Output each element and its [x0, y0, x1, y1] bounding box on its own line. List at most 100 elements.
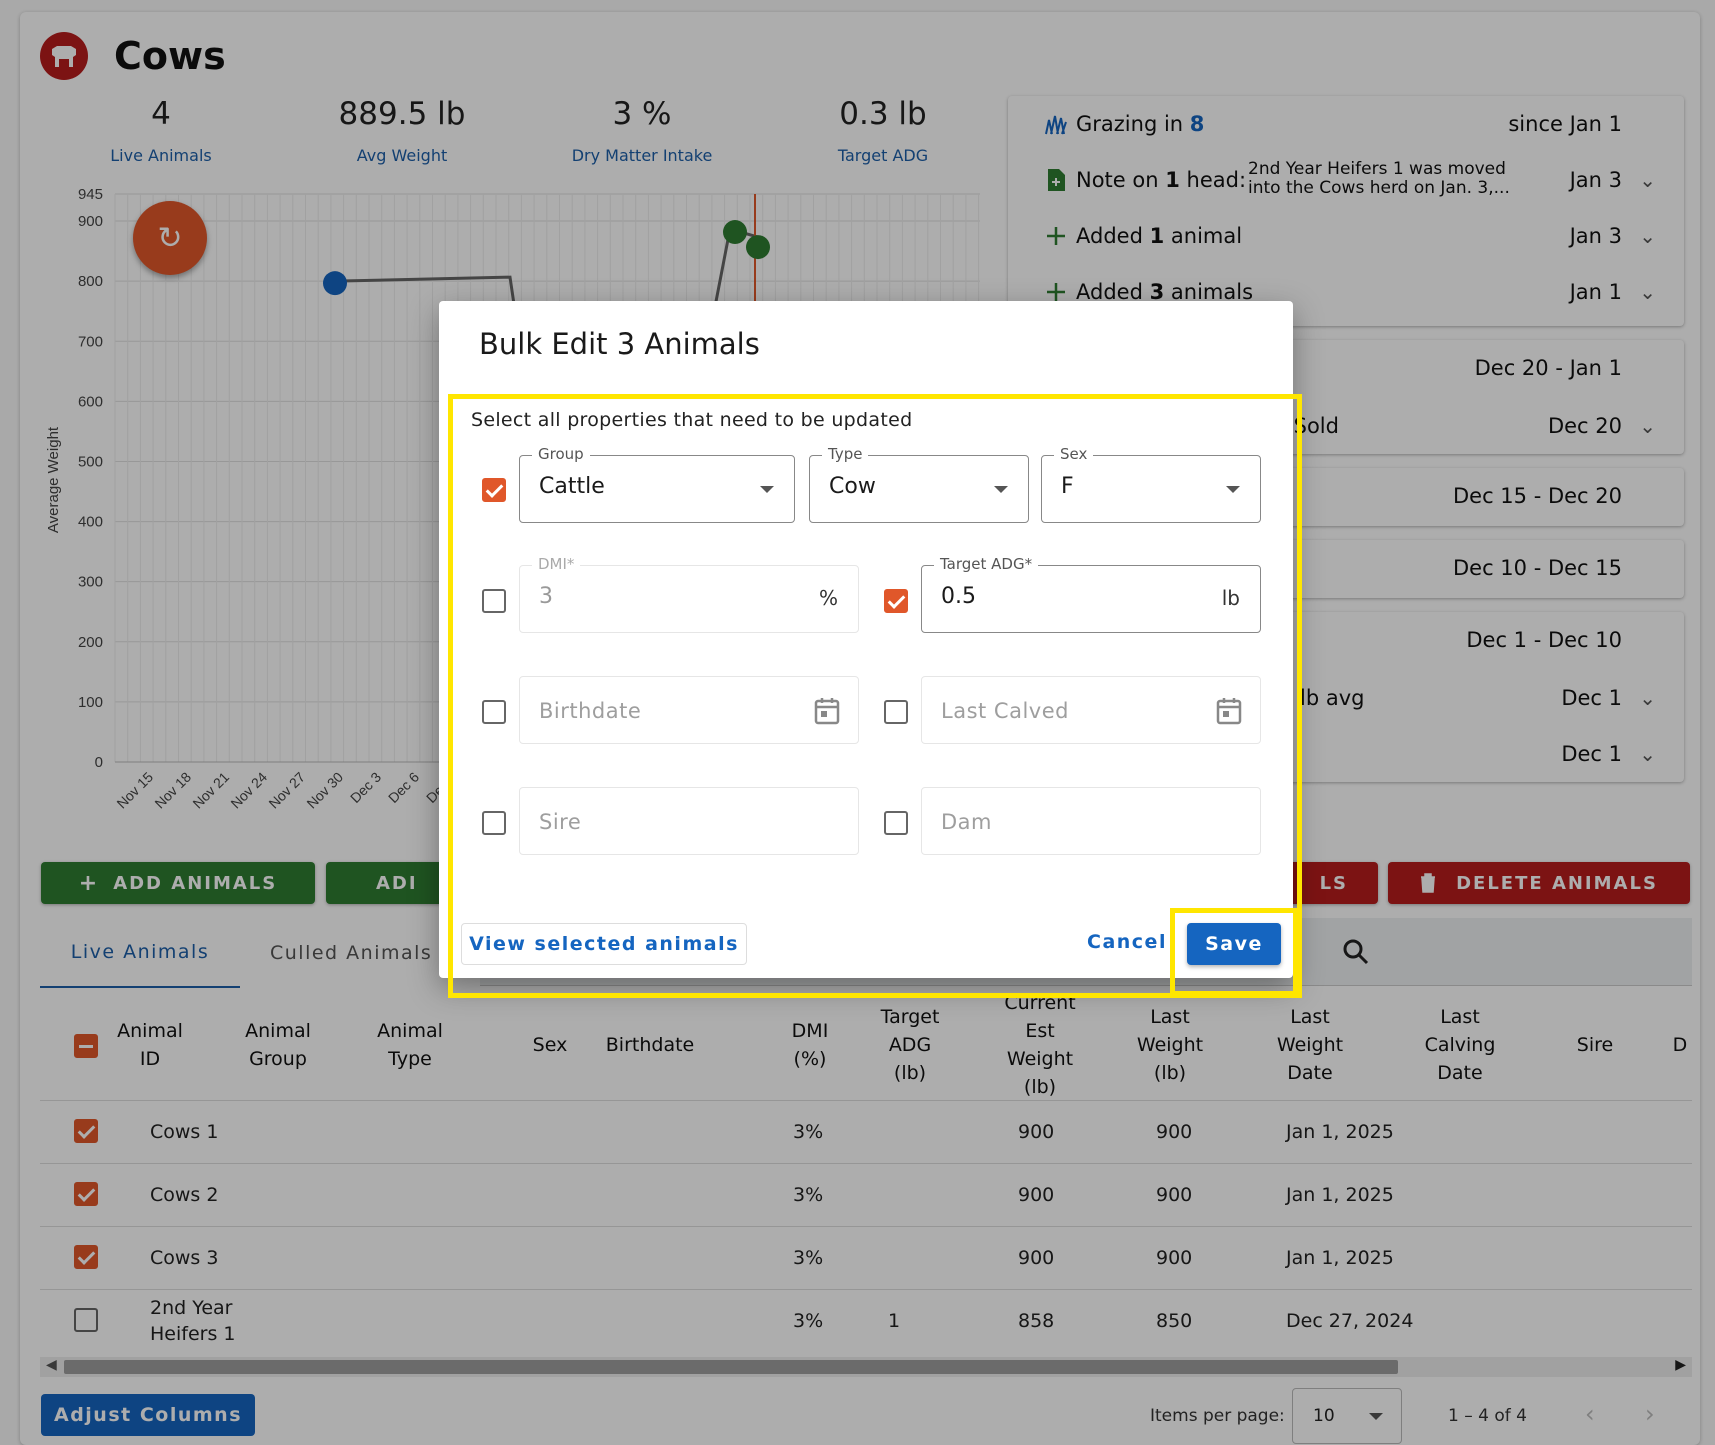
calendar-icon[interactable] [1216, 697, 1242, 725]
column-header[interactable]: Animal Group [245, 1020, 311, 1070]
event-range[interactable]: Dec 15 - Dec 20 [1008, 468, 1684, 524]
items-per-page-select[interactable]: 10 [1292, 1388, 1402, 1444]
column-header[interactable]: Last Weight Date [1276, 1006, 1344, 1084]
table-row[interactable]: Cows 2 3% 900 900 Jan 1, 2025 [40, 1163, 1692, 1225]
chevron-down-icon[interactable]: ⌄ [1639, 686, 1656, 710]
field-placeholder: Dam [941, 810, 992, 834]
animal-id-cell: Cows 1 [150, 1121, 219, 1143]
column-header[interactable]: DMI (%) [791, 1020, 829, 1070]
est-weight-cell: 900 [1018, 1121, 1055, 1143]
table-row[interactable]: Cows 3 3% 900 900 Jan 1, 2025 [40, 1226, 1692, 1288]
chevron-down-icon[interactable]: ⌄ [1639, 742, 1656, 766]
field-placeholder: Sire [539, 810, 582, 834]
event-text: Note on 1 head: [1076, 168, 1247, 192]
last-weight-date-cell: Jan 1, 2025 [1286, 1184, 1394, 1206]
type-select[interactable]: Type Cow [809, 445, 1029, 523]
event-range[interactable]: Dec 1 - Dec 10 [1008, 612, 1684, 668]
chevron-down-icon[interactable]: ⌄ [1639, 414, 1656, 438]
add-animals-button[interactable]: + ADD ANIMALS [41, 862, 315, 904]
chevron-down-icon[interactable]: ⌄ [1639, 280, 1656, 304]
next-page-icon[interactable]: › [1645, 1400, 1655, 1428]
column-header[interactable]: Last Weight (lb) [1136, 1006, 1204, 1084]
dialog-title: Bulk Edit 3 Animals [479, 327, 760, 361]
stat-label: Avg Weight [356, 146, 448, 165]
chevron-down-icon[interactable]: ⌄ [1639, 224, 1656, 248]
event-other[interactable]: Dec 1 ⌄ [1008, 726, 1684, 782]
tab-culled-animals[interactable]: Culled Animals [270, 942, 433, 964]
items-per-page-label: Items per page: [1150, 1406, 1285, 1426]
scroll-left-icon[interactable]: ◀ [46, 1357, 57, 1373]
last-calved-field[interactable]: Last Calved [921, 676, 1261, 744]
dam-field[interactable]: Dam [921, 787, 1261, 855]
sire-checkbox[interactable] [482, 811, 506, 835]
tab-live-animals[interactable]: Live Animals [40, 918, 240, 988]
animal-id-cell: Cows 2 [150, 1184, 219, 1206]
scroll-right-icon[interactable]: ▶ [1675, 1357, 1686, 1373]
sex-select[interactable]: Sex F [1041, 445, 1261, 523]
table-row[interactable]: 2nd Year Heifers 1 3% 1 858 850 Dec 27, 2024 [40, 1289, 1692, 1351]
dmi-checkbox[interactable] [482, 589, 506, 613]
stat-label: Dry Matter Intake [571, 146, 713, 165]
scroll-thumb[interactable] [64, 1360, 1398, 1374]
bulk-edit-dialog: Bulk Edit 3 Animals Select all propertie… [439, 301, 1293, 978]
animal-id-cell: Cows 3 [150, 1247, 219, 1269]
field-placeholder: Last Calved [941, 699, 1069, 723]
last-weight-cell: 850 [1156, 1310, 1193, 1332]
column-header[interactable]: Last Calving Date [1424, 1006, 1496, 1084]
target-adg-checkbox[interactable] [884, 589, 908, 613]
column-header[interactable]: Target ADG (lb) [880, 1006, 940, 1084]
cancel-button[interactable]: Cancel [1087, 931, 1167, 953]
target-adg-cell: 1 [888, 1310, 901, 1332]
birthdate-field[interactable]: Birthdate [519, 676, 859, 744]
target-adg-field[interactable]: Target ADG* 0.5 lb [921, 555, 1261, 633]
delete-animals-button[interactable]: DELETE ANIMALS [1388, 862, 1690, 904]
column-header[interactable]: D [1672, 1034, 1688, 1056]
save-button[interactable]: Save [1187, 923, 1281, 965]
stat-target-adg: 0.3 lb Target ADG [793, 96, 973, 165]
refresh-button[interactable]: ↻ [133, 201, 207, 275]
events-card: Grazing in 8 since Jan 1 Note on 1 head:… [1008, 96, 1684, 326]
adjust-columns-button[interactable]: Adjust Columns [41, 1394, 255, 1436]
column-header[interactable]: Sex [532, 1034, 568, 1056]
search-icon[interactable] [1340, 936, 1372, 968]
group-select[interactable]: Group Cattle [519, 445, 795, 523]
event-added-1[interactable]: Added 1 animal Jan 3 ⌄ [1008, 208, 1684, 264]
event-note[interactable]: Note on 1 head: 2nd Year Heifers 1 was m… [1008, 152, 1684, 208]
event-date: Dec 1 [1561, 686, 1622, 710]
column-header[interactable]: Sire [1576, 1034, 1614, 1056]
select-all-checkbox[interactable] [74, 1034, 98, 1058]
horizontal-scrollbar[interactable]: ◀ ▶ [40, 1357, 1692, 1377]
view-selected-animals-button[interactable]: View selected animals [461, 923, 747, 965]
animal-id-cell: 2nd Year Heifers 1 [150, 1297, 236, 1345]
birthdate-checkbox[interactable] [482, 700, 506, 724]
event-range[interactable]: Dec 10 - Dec 15 [1008, 540, 1684, 596]
row-checkbox[interactable] [74, 1182, 98, 1206]
calendar-icon[interactable] [814, 697, 840, 725]
row-checkbox[interactable] [74, 1119, 98, 1143]
event-added-3[interactable]: Added 3 animals Jan 1 ⌄ [1008, 264, 1684, 320]
dam-checkbox[interactable] [884, 811, 908, 835]
event-grazing[interactable]: Grazing in 8 since Jan 1 [1008, 96, 1684, 152]
chevron-down-icon[interactable]: ⌄ [1639, 168, 1656, 192]
dmi-cell: 3% [793, 1121, 824, 1143]
grass-icon [1045, 115, 1067, 135]
row-checkbox[interactable] [74, 1245, 98, 1269]
last-calved-checkbox[interactable] [884, 700, 908, 724]
stat-value: 3 % [612, 96, 672, 132]
column-header[interactable]: Animal Type [377, 1020, 443, 1070]
column-header[interactable]: Birthdate [605, 1034, 695, 1056]
group-checkbox[interactable] [482, 478, 506, 502]
event-weigh[interactable]: 0 lb avg Dec 1 ⌄ [1008, 670, 1684, 726]
event-range[interactable]: Dec 20 - Jan 1 [1008, 340, 1684, 396]
table-row[interactable]: Cows 1 3% 900 900 Jan 1, 2025 [40, 1100, 1692, 1162]
field-unit: lb [1221, 586, 1240, 610]
data-point [746, 235, 770, 260]
sire-field[interactable]: Sire [519, 787, 859, 855]
dmi-field[interactable]: DMI* 3 % [519, 555, 859, 633]
prev-page-icon[interactable]: ‹ [1585, 1400, 1595, 1428]
y-axis-label: Average Weight [45, 426, 62, 533]
row-checkbox[interactable] [74, 1308, 98, 1332]
last-weight-date-cell: Jan 1, 2025 [1286, 1121, 1394, 1143]
button-label: LS [1319, 872, 1348, 894]
column-header[interactable]: Animal ID [117, 1020, 183, 1070]
